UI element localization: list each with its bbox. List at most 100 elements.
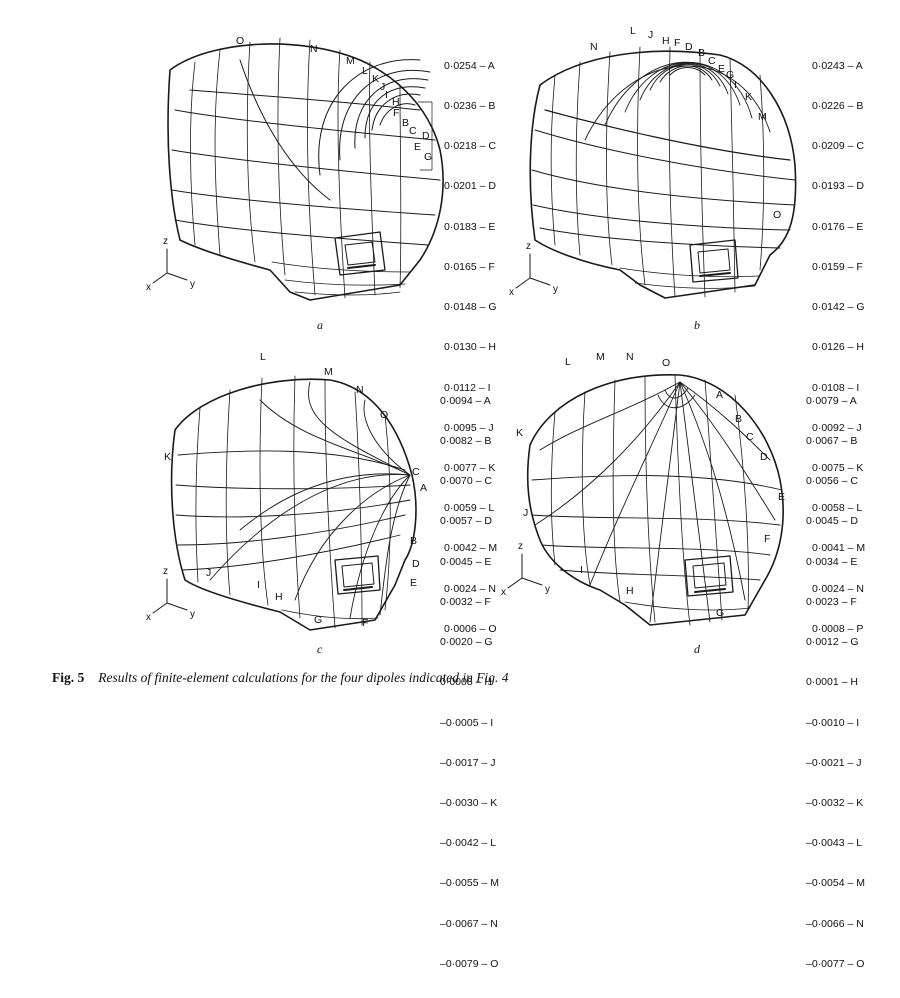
- caption-text: Results of finite-element calculations f…: [98, 670, 509, 685]
- legend-entry: –0·0077 – O: [806, 957, 865, 970]
- x-axis-label: x: [509, 287, 514, 298]
- legend-entry: 0·0041 – M: [812, 542, 866, 555]
- legend-entry: 0·0059 – L: [444, 502, 495, 515]
- legend-entry: –0·0055 – M: [440, 877, 499, 890]
- legend-entry: –0·0043 – L: [806, 837, 863, 850]
- z-axis-label: z: [518, 541, 523, 552]
- legend-entry: 0·0108 – I: [812, 381, 860, 394]
- legend-entry: 0·0142 – G: [812, 301, 865, 314]
- contour-label: L: [565, 356, 571, 368]
- panel-letter: a: [317, 318, 323, 332]
- contour-label: D: [685, 41, 693, 53]
- contour-label: E: [718, 63, 726, 75]
- legend-entry: 0·0008 – P: [812, 622, 864, 635]
- contour-label: N: [356, 384, 364, 396]
- legend-a: 0·0254 – A 0·0236 – B 0·0218 – C 0·0201 …: [444, 33, 497, 663]
- legend-entry: 0·0034 – E: [806, 555, 858, 568]
- contour-label: C: [746, 431, 754, 443]
- y-axis-label: y: [190, 609, 195, 620]
- contour-label: M: [596, 351, 605, 363]
- contour-label: J: [206, 567, 212, 579]
- panel-letter: c: [317, 642, 323, 656]
- legend-entry: 0·0243 – A: [812, 59, 863, 72]
- legend-entry: 0·0092 – J: [812, 421, 862, 434]
- contour-label: G: [716, 607, 725, 619]
- contour-label: D: [760, 451, 768, 463]
- legend-entry: –0·0067 – N: [440, 917, 498, 930]
- panel-d: L M N O A B C D E F G H I J K 0·0079 – A…: [0, 340, 900, 970]
- legend-entry: 0·0020 – G: [440, 636, 493, 649]
- legend-entry: –0·0021 – J: [806, 756, 862, 769]
- legend-d: 0·0079 – A 0·0067 – B 0·0056 – C 0·0045 …: [806, 368, 865, 998]
- contour-label: C: [409, 125, 417, 137]
- z-axis-label: z: [526, 241, 531, 252]
- axes-triad-b: [515, 253, 551, 289]
- contour-label: A: [420, 482, 428, 494]
- contour-label: I: [385, 89, 388, 101]
- legend-entry: 0·0095 – J: [444, 421, 494, 434]
- legend-entry: 0·0058 – L: [812, 502, 863, 515]
- contour-label: N: [310, 43, 318, 55]
- contour-label: B: [735, 413, 743, 425]
- legend-entry: 0·0056 – C: [806, 475, 858, 488]
- head-mesh-a: [167, 37, 444, 301]
- contour-label: J: [523, 507, 529, 519]
- axes-triad-c: [152, 578, 188, 614]
- contour-label: B: [402, 117, 410, 129]
- contour-label: C: [412, 466, 420, 478]
- head-mesh-c: [170, 375, 417, 631]
- head-mesh-d: [526, 374, 784, 626]
- legend-entry: 0·0236 – B: [444, 100, 496, 113]
- contour-label: J: [380, 81, 386, 93]
- legend-entry: 0·0075 – K: [812, 462, 864, 474]
- contour-label: N: [590, 41, 598, 53]
- contour-label: I: [734, 79, 737, 91]
- contour-label: G: [726, 69, 735, 81]
- legend-entry: 0·0008 – H: [440, 676, 492, 689]
- legend-entry: 0·0001 – H: [806, 676, 858, 689]
- legend-entry: 0·0067 – B: [806, 435, 858, 448]
- contour-label: F: [764, 533, 771, 545]
- legend-entry: 0·0159 – F: [812, 260, 863, 273]
- axes-triad-d: [507, 553, 543, 589]
- legend-entry: 0·0012 – G: [806, 636, 859, 649]
- contour-label: H: [626, 585, 634, 597]
- legend-entry: 0·0193 – D: [812, 180, 864, 193]
- legend-entry: 0·0057 – D: [440, 515, 492, 528]
- z-axis-label: z: [163, 236, 168, 247]
- legend-entry: 0·0218 – C: [444, 140, 496, 153]
- y-axis-label: y: [545, 584, 550, 595]
- legend-entry: 0·0045 – D: [806, 515, 858, 528]
- contour-label: I: [580, 564, 583, 576]
- contour-label: K: [516, 427, 524, 439]
- contour-label: N: [626, 351, 634, 363]
- figure-caption: Fig. 5 Results of finite-element calculat…: [52, 670, 508, 686]
- contour-label: J: [648, 29, 654, 41]
- contour-label: H: [275, 591, 283, 603]
- legend-entry: 0·0045 – E: [440, 555, 492, 568]
- contour-label: D: [412, 558, 420, 570]
- legend-entry: 0·0070 – C: [440, 475, 492, 488]
- legend-entry: –0·0030 – K: [440, 797, 498, 809]
- head-mesh-b: [529, 46, 797, 299]
- legend-entry: 0·0165 – F: [444, 260, 495, 273]
- y-axis-label: y: [190, 279, 195, 290]
- contour-label: O: [380, 409, 389, 421]
- contour-label: E: [410, 577, 418, 589]
- panel-b: N L J H F D B C E G I K M O 0·0243 – A 0…: [0, 0, 900, 635]
- z-axis-label: z: [163, 566, 168, 577]
- contour-label: C: [708, 55, 716, 67]
- contour-label: K: [745, 91, 753, 103]
- axes-triad-a: [152, 248, 188, 284]
- contour-label: L: [630, 25, 636, 37]
- legend-entry: 0·0077 – K: [444, 462, 496, 474]
- legend-entry: –0·0010 – I: [806, 716, 860, 729]
- panel-letter: b: [694, 318, 700, 332]
- legend-entry: 0·0130 – H: [444, 341, 496, 354]
- legend-entry: 0·0024 – N: [444, 582, 496, 595]
- x-axis-label: x: [146, 282, 151, 293]
- legend-entry: 0·0024 – N: [812, 582, 864, 595]
- contour-label: I: [257, 579, 260, 591]
- y-axis-label: y: [553, 284, 558, 295]
- contour-label: L: [362, 65, 368, 77]
